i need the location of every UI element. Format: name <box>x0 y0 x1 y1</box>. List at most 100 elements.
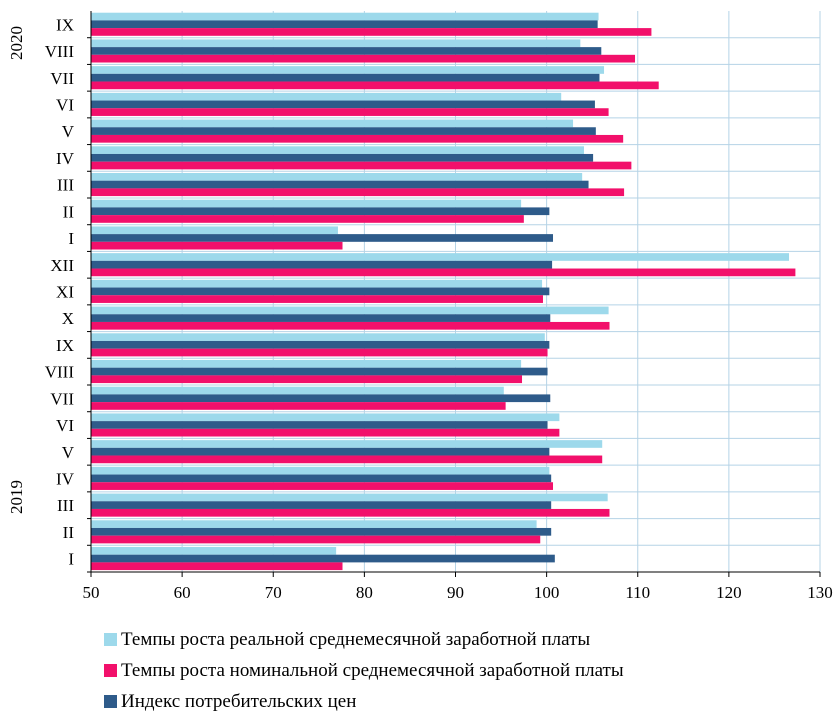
bar-s0-6 <box>91 386 504 395</box>
bar-s0-13 <box>91 199 522 208</box>
bar-s2-16 <box>91 134 624 143</box>
bar-s2-17 <box>91 108 609 116</box>
y-tick-label-11: XII <box>50 256 74 275</box>
bar-s1-11 <box>91 260 553 269</box>
bar-s1-19 <box>91 47 602 55</box>
y-tick-label-12: I <box>68 229 74 248</box>
bar-s1-15 <box>91 153 594 162</box>
bar-s1-6 <box>91 394 551 403</box>
y-tick-label-20: IX <box>56 15 74 34</box>
bar-s0-0 <box>91 546 337 555</box>
legend-swatch-nominal-wage <box>104 664 117 677</box>
legend-item-nominal-wage: Темпы роста номинальной среднемесячной з… <box>104 655 624 686</box>
bar-s1-10 <box>91 287 550 296</box>
bar-s0-11 <box>91 253 790 261</box>
y-tick-label-2: III <box>57 496 74 515</box>
bar-s2-15 <box>91 161 632 170</box>
bar-s0-9 <box>91 306 609 315</box>
bar-s0-15 <box>91 146 584 154</box>
bar-s2-8 <box>91 348 548 357</box>
bar-s2-10 <box>91 295 543 303</box>
legend-swatch-cpi <box>104 695 117 708</box>
axes <box>87 11 821 577</box>
y-tick-label-0: I <box>68 550 74 569</box>
gridlines <box>91 11 821 573</box>
bar-s2-1 <box>91 535 541 544</box>
bar-s2-7 <box>91 375 523 384</box>
bar-s0-2 <box>91 493 608 502</box>
bar-s2-5 <box>91 428 560 437</box>
bar-s1-14 <box>91 180 589 189</box>
x-tick-label-50: 50 <box>83 583 100 602</box>
bars <box>91 12 796 571</box>
bar-s2-6 <box>91 402 506 410</box>
bar-s0-10 <box>91 279 543 288</box>
x-tick-label-70: 70 <box>265 583 282 602</box>
bar-s2-18 <box>91 81 659 90</box>
bar-s2-0 <box>91 562 343 571</box>
y-tick-label-19: VIII <box>45 42 75 61</box>
bar-s0-17 <box>91 92 562 101</box>
bar-s0-12 <box>91 226 338 235</box>
y-tick-label-6: VII <box>50 389 74 408</box>
y-tick-label-14: III <box>57 176 74 195</box>
bar-chart: 50 60 70 80 90 100 110 120 130 IIIIIIIVVVIVIIVII… <box>7 11 833 602</box>
bar-s2-12 <box>91 241 343 250</box>
y-tick-label-10: XI <box>56 283 74 302</box>
x-tick-labels: 50 60 70 80 90 100 110 120 130 <box>83 583 833 602</box>
x-tick-label-110: 110 <box>625 583 650 602</box>
bar-s1-13 <box>91 207 550 216</box>
legend-label-real-wage: Темпы роста реальной среднемесячной зара… <box>121 628 591 650</box>
y-tick-label-17: VI <box>56 96 74 115</box>
legend-swatch-real-wage <box>104 633 117 646</box>
bar-s1-17 <box>91 100 595 109</box>
legend-item-cpi: Индекс потребительских цен <box>104 686 624 717</box>
bar-s0-16 <box>91 119 574 128</box>
bar-s0-1 <box>91 520 537 528</box>
year-label-2020: 2020 <box>7 26 26 60</box>
bar-s1-2 <box>91 501 552 509</box>
bar-s0-18 <box>91 66 605 74</box>
bar-s1-4 <box>91 447 550 456</box>
legend-item-real-wage: Темпы роста реальной среднемесячной зара… <box>104 624 624 655</box>
bar-s0-19 <box>91 39 581 48</box>
y-tick-labels: IIIIIIIVVVIVIIVIIIIXXXIXIIIIIIIIIVVVIVII… <box>45 15 75 568</box>
bar-s0-5 <box>91 413 560 422</box>
x-tick-label-90: 90 <box>447 583 464 602</box>
y-tick-label-18: VII <box>50 69 74 88</box>
bar-s1-7 <box>91 367 548 376</box>
y-tick-label-8: IX <box>56 336 74 355</box>
bar-s2-19 <box>91 54 636 63</box>
bar-s1-3 <box>91 474 552 483</box>
bar-s0-3 <box>91 466 550 475</box>
bar-s1-16 <box>91 127 596 135</box>
year-label-2019: 2019 <box>7 480 26 514</box>
bar-s1-1 <box>91 527 552 536</box>
bar-s0-4 <box>91 440 603 448</box>
bar-s1-12 <box>91 234 554 242</box>
bar-s2-20 <box>91 28 652 36</box>
bar-s1-20 <box>91 20 598 29</box>
bar-s1-8 <box>91 340 550 349</box>
x-tick-label-60: 60 <box>174 583 191 602</box>
x-tick-label-120: 120 <box>716 583 742 602</box>
year-group-labels: 2019 2020 <box>7 26 26 514</box>
y-tick-label-4: V <box>62 443 75 462</box>
bar-s1-5 <box>91 421 548 429</box>
bar-s2-13 <box>91 215 524 223</box>
y-tick-label-3: IV <box>56 470 75 489</box>
legend-label-nominal-wage: Темпы роста номинальной среднемесячной з… <box>121 659 624 681</box>
bar-s2-2 <box>91 508 610 517</box>
bar-s2-4 <box>91 455 603 464</box>
bar-s0-14 <box>91 172 583 181</box>
bar-s1-0 <box>91 554 555 563</box>
y-tick-label-9: X <box>62 309 74 328</box>
x-tick-label-130: 130 <box>807 583 833 602</box>
y-tick-label-1: II <box>63 523 75 542</box>
legend-label-cpi: Индекс потребительских цен <box>121 690 357 712</box>
y-tick-label-13: II <box>63 202 75 221</box>
y-tick-label-5: VI <box>56 416 74 435</box>
bar-s0-7 <box>91 359 522 368</box>
legend: Темпы роста реальной среднемесячной зара… <box>104 624 624 717</box>
bar-s1-9 <box>91 314 551 322</box>
